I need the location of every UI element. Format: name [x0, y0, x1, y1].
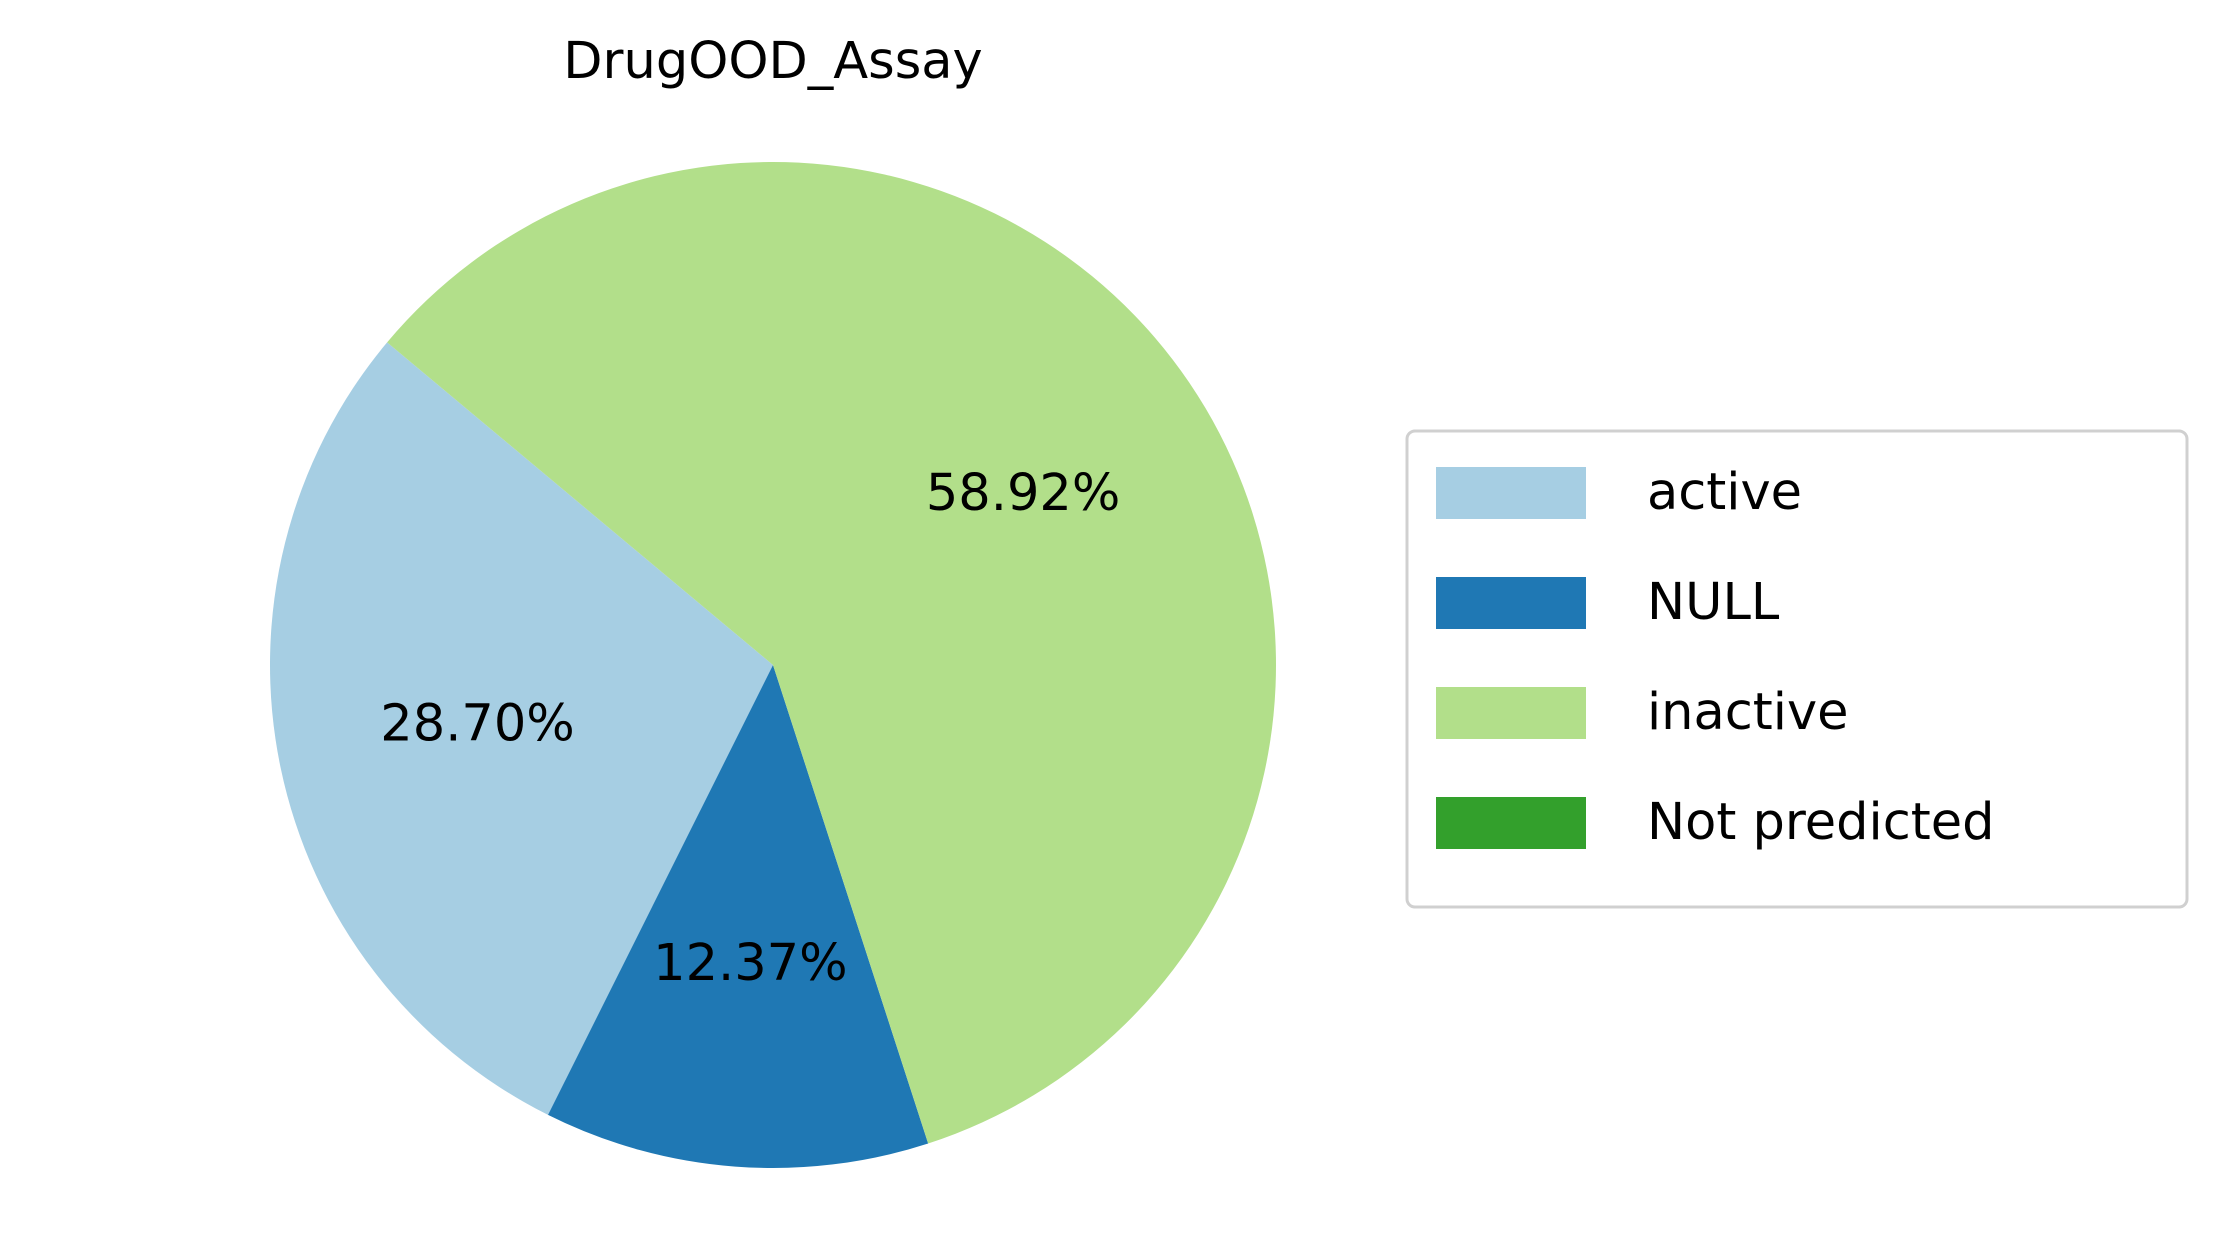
legend-swatch [1436, 797, 1586, 849]
data-label: 12.37% [653, 934, 847, 993]
data-label: 28.70% [380, 695, 574, 754]
legend-label: NULL [1647, 573, 1780, 632]
legend-label: active [1647, 463, 1802, 522]
legend-swatch [1436, 467, 1586, 519]
legend-label: Not predicted [1647, 793, 1995, 852]
pie-slice [387, 161, 1276, 1144]
pie-slice [548, 665, 929, 1168]
chart-title: DrugOOD_Assay [563, 32, 982, 91]
legend-swatch [1436, 687, 1586, 739]
legend-swatch [1436, 577, 1586, 629]
legend-label: inactive [1647, 683, 1849, 742]
data-label: 58.92% [926, 464, 1120, 523]
pie-slice [270, 342, 773, 1115]
pie-slice [387, 342, 773, 665]
legend-box [1405, 429, 2189, 909]
